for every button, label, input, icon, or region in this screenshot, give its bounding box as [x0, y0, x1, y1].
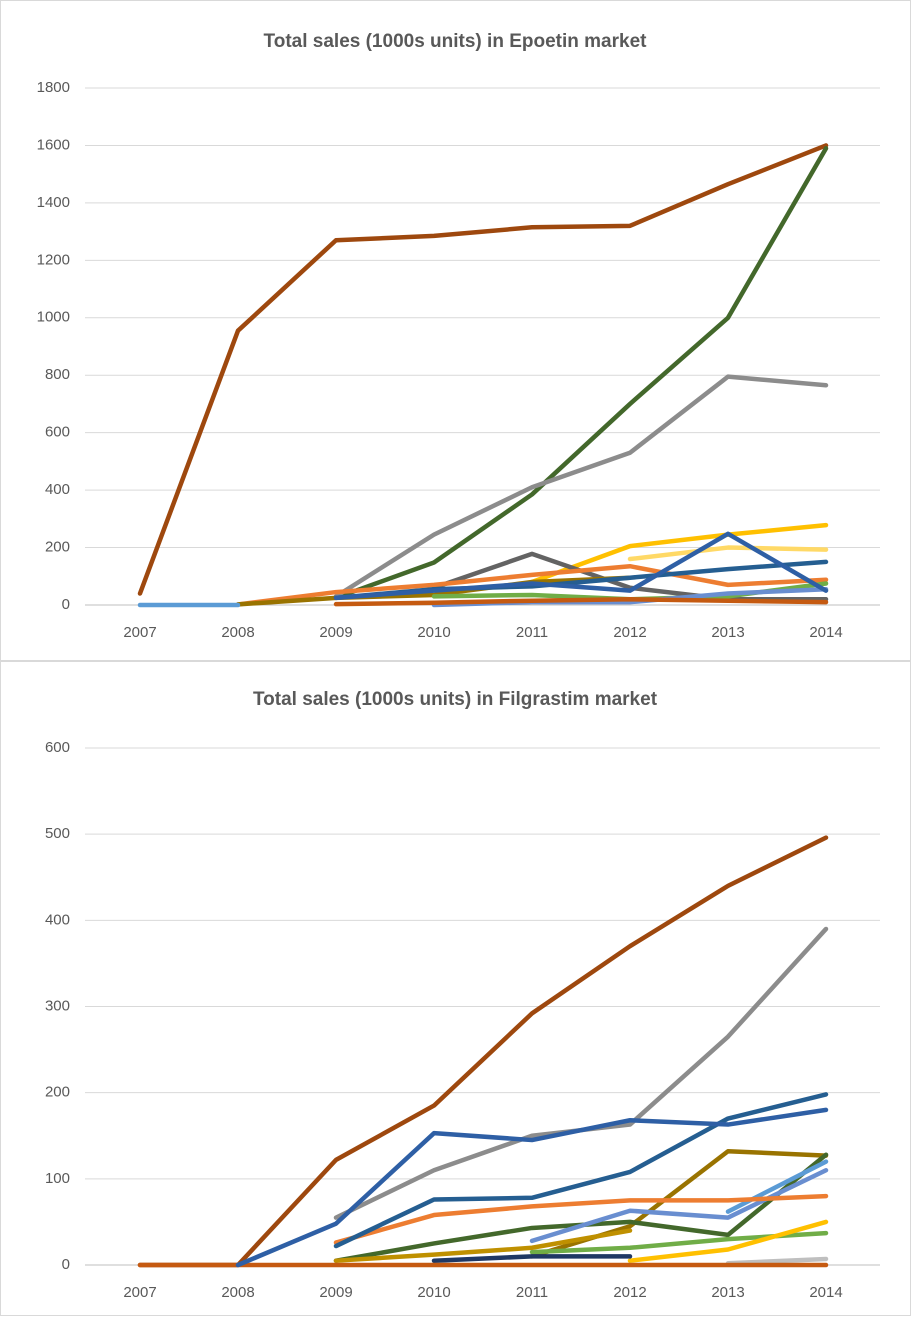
series-line — [235, 563, 829, 607]
series-line — [725, 1159, 829, 1214]
series-line — [333, 926, 829, 1220]
x-tick-label: 2008 — [221, 1284, 254, 1301]
series-line — [529, 1167, 829, 1244]
series-line — [333, 1193, 829, 1245]
y-tick-label: 800 — [45, 366, 70, 383]
y-tick-label: 0 — [62, 596, 70, 613]
series-line — [333, 1228, 633, 1263]
x-tick-label: 2011 — [516, 1284, 548, 1301]
x-tick-label: 2013 — [711, 624, 744, 641]
y-tick-label: 600 — [45, 739, 70, 756]
x-tick-label: 2007 — [123, 624, 156, 641]
y-tick-label: 500 — [45, 825, 70, 842]
chart-title: Total sales (1000s units) in Epoetin mar… — [264, 31, 648, 52]
x-tick-label: 2010 — [417, 1284, 450, 1301]
y-tick-label: 400 — [45, 481, 70, 498]
x-tick-label: 2011 — [516, 624, 548, 641]
series-line — [431, 1254, 633, 1263]
x-tick-label: 2012 — [613, 1284, 646, 1301]
y-tick-label: 0 — [62, 1256, 70, 1273]
y-tick-label: 600 — [45, 424, 70, 441]
y-tick-label: 1800 — [37, 79, 70, 96]
chart-title: Total sales (1000s units) in Filgrastim … — [253, 689, 658, 710]
y-tick-label: 200 — [45, 1084, 70, 1101]
y-tick-label: 1000 — [37, 309, 70, 326]
y-tick-label: 1600 — [37, 136, 70, 153]
y-tick-label: 300 — [45, 997, 70, 1014]
series-line — [333, 374, 829, 599]
series-line — [627, 545, 829, 562]
x-tick-label: 2012 — [613, 624, 646, 641]
series-line — [333, 531, 829, 601]
y-tick-label: 400 — [45, 911, 70, 928]
series-line — [137, 835, 829, 1268]
x-tick-label: 2014 — [809, 624, 842, 641]
series-line — [627, 1219, 829, 1263]
series-line — [137, 143, 829, 596]
x-tick-label: 2009 — [319, 1284, 352, 1301]
series-line — [725, 1256, 829, 1266]
x-tick-label: 2013 — [711, 1284, 744, 1301]
y-tick-label: 1200 — [37, 251, 70, 268]
y-tick-label: 1400 — [37, 194, 70, 211]
series-line — [333, 146, 829, 601]
series-line — [529, 522, 829, 585]
y-tick-label: 200 — [45, 539, 70, 556]
x-tick-label: 2009 — [319, 624, 352, 641]
x-tick-label: 2010 — [417, 624, 450, 641]
y-tick-label: 100 — [45, 1170, 70, 1187]
x-tick-label: 2007 — [123, 1284, 156, 1301]
series-line — [333, 597, 829, 607]
series-line — [333, 1092, 829, 1249]
x-tick-label: 2014 — [809, 1284, 842, 1301]
series-line — [235, 1107, 829, 1268]
x-tick-label: 2008 — [221, 624, 254, 641]
